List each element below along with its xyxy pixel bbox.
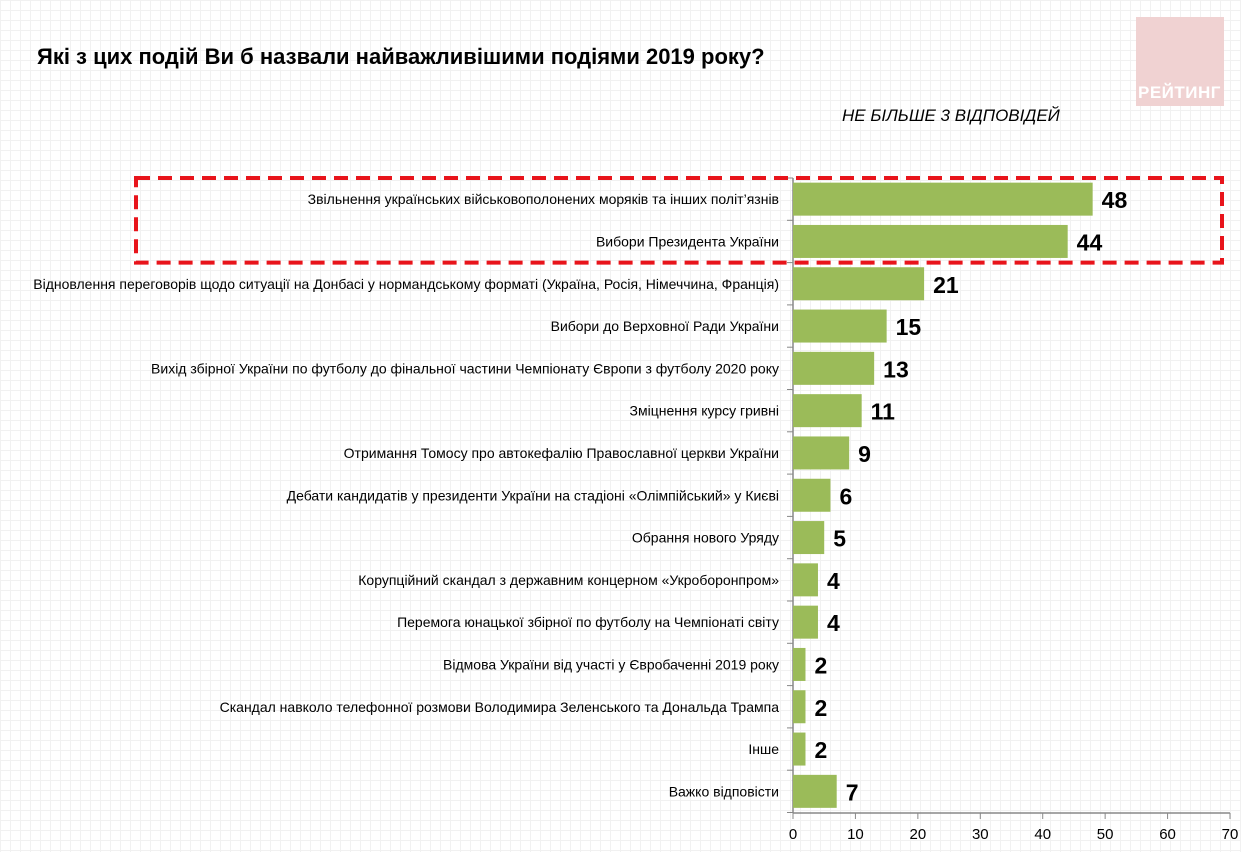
category-label: Інше: [748, 741, 779, 757]
bar: [793, 605, 818, 639]
x-tick-label: 50: [1097, 826, 1114, 843]
chart-title: Які з цих подій Ви б назвали найважливіш…: [37, 44, 765, 69]
bar: [793, 732, 806, 766]
category-label: Отримання Томосу про автокефалію Правосл…: [344, 445, 779, 461]
x-tick-label: 0: [789, 826, 797, 843]
bar: [793, 563, 818, 597]
data-label: 21: [933, 272, 959, 298]
data-label: 2: [814, 652, 827, 678]
category-label: Корупційний скандал з державним концерно…: [358, 572, 779, 588]
bar: [793, 478, 831, 512]
x-tick-label: 60: [1159, 826, 1176, 843]
data-label: 9: [858, 441, 871, 467]
data-label: 5: [833, 526, 846, 552]
bar: [793, 436, 850, 470]
category-label: Звільнення українських військовополонени…: [308, 191, 779, 207]
data-label: 6: [839, 483, 852, 509]
category-label: Відмова України від участі у Євробаченні…: [443, 656, 779, 672]
data-label: 44: [1077, 229, 1103, 255]
x-tick-label: 40: [1034, 826, 1051, 843]
x-tick-label: 30: [972, 826, 989, 843]
category-label: Вибори Президента України: [596, 233, 779, 249]
data-label: 4: [827, 568, 840, 594]
category-label: Вихід збірної України по футболу до фіна…: [151, 360, 779, 376]
category-label: Відновлення переговорів щодо ситуації на…: [33, 276, 779, 292]
logo-text: РЕЙТИНГ: [1138, 83, 1221, 102]
category-label: Дебати кандидатів у президенти України н…: [287, 487, 779, 503]
chart-subtitle: НЕ БІЛЬШЕ 3 ВІДПОВІДЕЙ: [842, 106, 1060, 125]
highlight-box: [134, 176, 1224, 265]
category-label: Перемога юнацької збірної по футболу на …: [397, 614, 779, 630]
data-label: 2: [814, 695, 827, 721]
x-tick-label: 20: [910, 826, 927, 843]
data-label: 13: [883, 356, 909, 382]
bar: [793, 647, 806, 681]
data-label: 15: [896, 314, 922, 340]
logo: [1136, 17, 1224, 106]
data-label: 11: [871, 399, 896, 425]
category-label: Зміцнення курсу гривні: [630, 403, 779, 419]
category-label: Вибори до Верховної Ради України: [551, 318, 779, 334]
data-label: 4: [827, 610, 840, 636]
category-label: Важко відповісти: [669, 783, 779, 799]
data-label: 2: [814, 737, 827, 763]
x-tick-label: 70: [1222, 826, 1239, 843]
bar: [793, 774, 837, 808]
bar: [793, 351, 875, 385]
bar: [793, 224, 1068, 258]
bar: [793, 394, 862, 428]
bar: [793, 182, 1093, 216]
data-label: 7: [846, 779, 859, 805]
bar: [793, 267, 925, 301]
category-label: Скандал навколо телефонної розмови Волод…: [220, 699, 780, 715]
bar: [793, 521, 825, 555]
category-label: Обрання нового Уряду: [632, 530, 779, 546]
bar: [793, 690, 806, 724]
x-tick-label: 10: [847, 826, 864, 843]
bar: [793, 309, 887, 343]
data-label: 48: [1102, 187, 1128, 213]
